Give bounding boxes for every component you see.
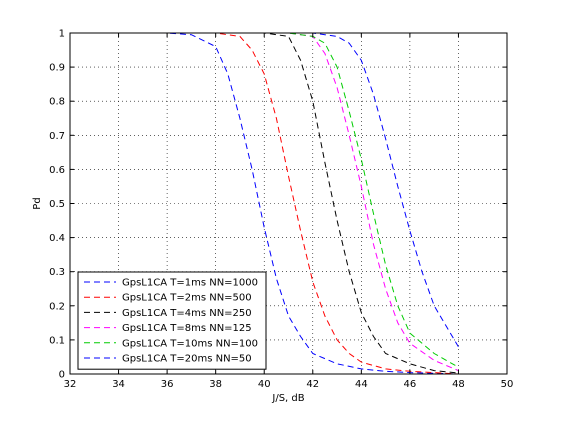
y-tick-label: 0.9: [49, 63, 65, 74]
series-line-6: [70, 32, 459, 347]
legend-entry: GpsL1CA T=10ms NN=100: [122, 338, 258, 349]
x-tick-label: 42: [306, 379, 319, 390]
legend-entry: GpsL1CA T=8ms NN=125: [122, 323, 252, 334]
x-tick-label: 50: [501, 379, 514, 390]
y-tick-label: 0.1: [49, 335, 65, 346]
x-axis-label: J/S, dB: [271, 393, 304, 404]
y-tick-label: 0.5: [49, 199, 65, 210]
legend-entry: GpsL1CA T=4ms NN=250: [122, 308, 252, 319]
y-tick-label: 0.6: [49, 165, 65, 176]
y-tick-label: 0.3: [49, 267, 65, 278]
x-tick-label: 40: [258, 379, 271, 390]
legend: GpsL1CA T=1ms NN=1000 GpsL1CA T=2ms NN=50…: [77, 271, 267, 370]
legend-entry: GpsL1CA T=2ms NN=500: [122, 293, 252, 304]
y-tick-label: 0.8: [49, 97, 65, 108]
series-line-3: [70, 32, 459, 374]
legend-entry: GpsL1CA T=20ms NN=50: [122, 354, 252, 365]
series-line-1: [70, 32, 459, 375]
y-axis-label: Pd: [32, 197, 43, 209]
x-tick-label: 38: [209, 379, 222, 390]
legend-entry: GpsL1CA T=1ms NN=1000: [122, 278, 258, 289]
x-tick-label: 32: [64, 379, 77, 390]
y-tick-label: 0.7: [49, 131, 65, 142]
y-tick-label: 0.2: [49, 301, 65, 312]
x-tick-label: 44: [355, 379, 368, 390]
y-tick-label: 0: [59, 370, 65, 381]
series-line-2: [70, 32, 459, 375]
x-tick-label: 48: [452, 379, 465, 390]
y-tick-label: 0.4: [49, 233, 65, 244]
axis-ticks: 32 34 36 38 40 42 44 46 48 50 0 0.1 0.2 0.3 0.4 0.5 0.6 0…: [49, 29, 513, 391]
x-tick-label: 46: [404, 379, 417, 390]
x-tick-label: 34: [112, 379, 125, 390]
legend-box: [77, 271, 267, 370]
x-tick-label: 36: [161, 379, 174, 390]
y-tick-label: 1: [59, 29, 65, 40]
